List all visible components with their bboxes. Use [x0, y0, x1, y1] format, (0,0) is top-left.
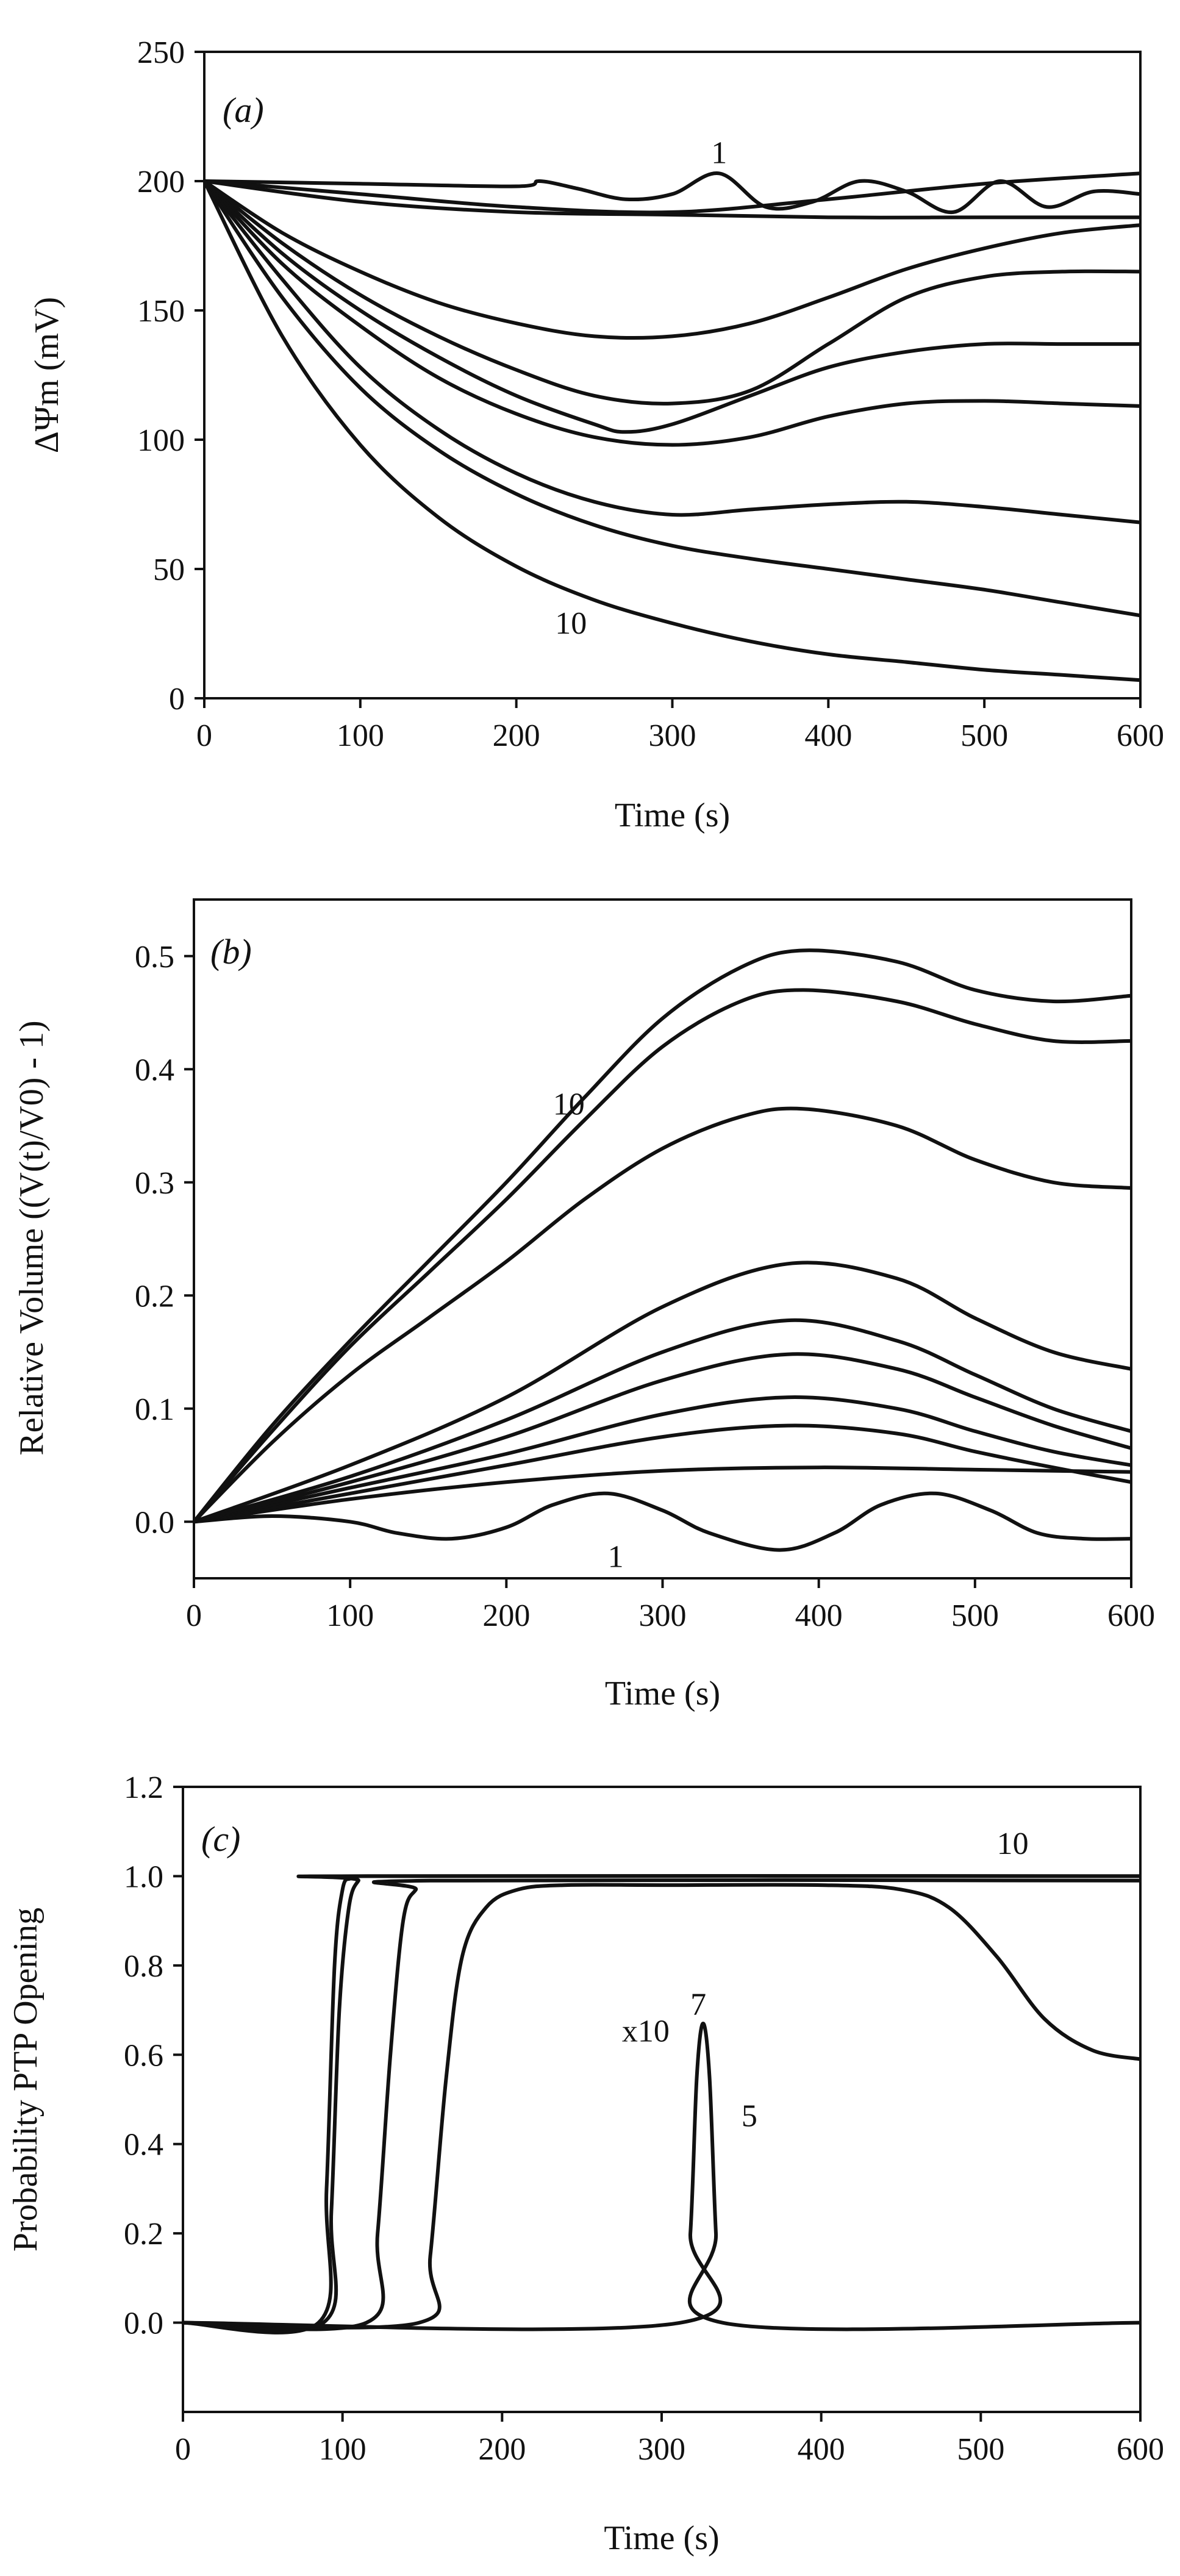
x-tick-label-c-300: 300	[638, 2432, 685, 2467]
plot-frame-b	[193, 898, 1132, 1580]
y-tick-label-c-0: 0.0	[124, 2306, 163, 2341]
x-axis-label-b: Time (s)	[605, 1675, 720, 1712]
annotation-a-1: 10	[555, 606, 587, 641]
series-line-c-2	[183, 1873, 1140, 2333]
y-tick-label-a-0: 0	[169, 682, 185, 717]
y-tick-label-c-2: 0.4	[124, 2128, 163, 2163]
series-group-c	[183, 1873, 1140, 2334]
y-axis-label-a: ΔΨm (mV)	[28, 297, 66, 453]
series-line-a-8	[204, 179, 1140, 524]
series-line-b-3	[194, 1423, 1131, 1524]
x-tick-label-c-100: 100	[319, 2432, 367, 2467]
series-line-a-9	[204, 179, 1140, 618]
plot-frame-a	[203, 51, 1142, 699]
series-line-a-3	[204, 171, 1140, 215]
chart-a-svg: 0 100 200 300 400 500 600 0 50 100 150 200 250 Time (…	[28, 35, 1164, 834]
x-tick-label-c-200: 200	[478, 2432, 526, 2467]
y-axis-label-c: Probability PTP Opening	[7, 1908, 45, 2252]
y-tick-label-a-3: 150	[137, 294, 185, 329]
series-line-b-7	[194, 1261, 1131, 1524]
x-tick-label-a-200: 200	[493, 718, 540, 753]
panel-tag-b: (b)	[210, 932, 252, 971]
series-line-a-5	[204, 179, 1140, 406]
series-line-b-9	[194, 988, 1131, 1524]
series-line-a-10	[204, 179, 1140, 682]
x-tick-label-b-100: 100	[326, 1598, 374, 1633]
annotation-a-0: 1	[711, 135, 727, 170]
x-tick-label-a-300: 300	[649, 718, 696, 753]
x-axis-label-a: Time (s)	[615, 796, 730, 834]
x-tick-label-c-600: 600	[1117, 2432, 1164, 2467]
y-tick-label-a-2: 100	[137, 423, 185, 458]
x-tick-label-c-500: 500	[957, 2432, 1004, 2467]
x-tick-label-c-400: 400	[798, 2432, 845, 2467]
chart-b-svg: 0 100 200 300 400 500 600 0.0 0.1 0.2 0.3 0.4 0.5 Tim…	[13, 898, 1155, 1712]
x-tick-label-a-400: 400	[804, 718, 852, 753]
chart-panel-a: 0 100 200 300 400 500 600 0 50 100 150 200 250 Time (…	[0, 0, 1180, 866]
series-line-b-2	[194, 1465, 1131, 1524]
y-tick-label-c-6: 1.2	[124, 1770, 163, 1805]
panel-tag-c: (c)	[201, 1819, 240, 1859]
annotation-b-0: 10	[553, 1087, 585, 1122]
annotation-c-3: 5	[742, 2098, 757, 2133]
y-tick-label-a-5: 250	[137, 35, 185, 70]
y-tick-label-b-5: 0.5	[135, 940, 174, 975]
series-line-a-6	[204, 179, 1140, 434]
y-tick-label-b-2: 0.2	[135, 1279, 174, 1314]
annotation-b-1: 1	[608, 1539, 624, 1574]
x-axis-label-c: Time (s)	[604, 2519, 719, 2557]
annotation-c-2: 7	[690, 1987, 706, 2022]
y-axis-label-b: Relative Volume ((V(t)/V0) - 1)	[13, 1020, 51, 1455]
x-tick-label-b-200: 200	[482, 1598, 530, 1633]
series-line-a-2	[204, 179, 1140, 220]
chart-panel-c: 0 100 200 300 400 500 600 0.0 0.2 0.4 0.6 0.8 1.0 1.2…	[0, 1732, 1180, 2576]
y-tick-label-c-5: 1.0	[124, 1859, 163, 1894]
x-tick-label-a-100: 100	[337, 718, 384, 753]
y-tick-label-a-4: 200	[137, 165, 185, 199]
x-tick-label-b-0: 0	[186, 1598, 202, 1633]
x-tick-label-b-600: 600	[1107, 1598, 1155, 1633]
y-tick-label-b-1: 0.1	[135, 1392, 174, 1427]
series-line-b-8	[194, 1106, 1131, 1524]
series-line-c-5	[183, 2022, 1140, 2331]
y-tick-label-b-3: 0.3	[135, 1166, 174, 1201]
x-tick-label-c-0: 0	[175, 2432, 191, 2467]
series-line-c-1	[183, 1874, 1140, 2334]
series-line-b-10	[194, 948, 1131, 1524]
series-group-a	[204, 171, 1140, 682]
y-tick-label-b-0: 0.0	[135, 1505, 174, 1540]
x-tick-label-b-400: 400	[795, 1598, 843, 1633]
x-tick-label-b-500: 500	[951, 1598, 999, 1633]
x-tick-label-b-300: 300	[639, 1598, 687, 1633]
y-tick-label-c-1: 0.2	[124, 2217, 163, 2252]
series-line-b-5	[194, 1352, 1131, 1524]
series-line-a-7	[204, 179, 1140, 447]
y-tick-label-c-3: 0.6	[124, 2038, 163, 2073]
series-line-b-6	[194, 1318, 1131, 1524]
y-tick-label-c-4: 0.8	[124, 1949, 163, 1984]
x-tick-label-a-600: 600	[1117, 718, 1164, 753]
chart-c-svg: 0 100 200 300 400 500 600 0.0 0.2 0.4 0.6 0.8 1.0 1.2…	[7, 1770, 1164, 2557]
series-group-b	[194, 948, 1131, 1552]
series-line-b-1	[194, 1491, 1131, 1552]
series-line-b-4	[194, 1395, 1131, 1524]
annotation-c-1: x10	[622, 2014, 670, 2048]
series-line-c-4	[183, 1883, 1140, 2330]
chart-panel-b: 0 100 200 300 400 500 600 0.0 0.1 0.2 0.3 0.4 0.5 Tim…	[0, 866, 1180, 1732]
y-tick-label-b-4: 0.4	[135, 1053, 174, 1087]
panel-tag-a: (a)	[223, 90, 264, 130]
annotation-c-0: 10	[997, 1826, 1029, 1861]
series-line-a-4	[204, 179, 1140, 340]
x-tick-label-a-500: 500	[960, 718, 1008, 753]
series-line-c-3	[183, 1878, 1140, 2331]
y-tick-label-a-1: 50	[153, 553, 185, 587]
x-tick-label-a-0: 0	[196, 718, 212, 753]
